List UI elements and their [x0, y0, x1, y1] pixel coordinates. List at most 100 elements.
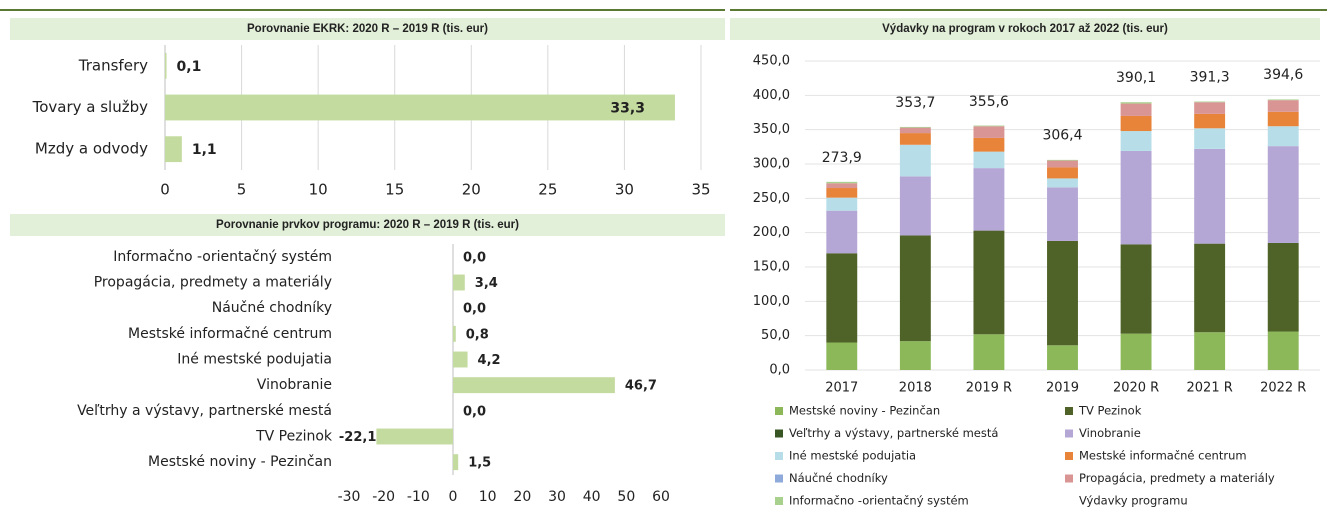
- bar-segment: [1120, 244, 1152, 334]
- legend-label: Propagácia, predmety a materiály: [1079, 471, 1275, 485]
- x-tick-label: 40: [583, 489, 601, 505]
- total-label: 390,1: [1116, 70, 1156, 86]
- value-label: 3,4: [475, 276, 498, 291]
- x-tick-label: -30: [338, 489, 361, 505]
- bar-segment: [973, 168, 1005, 231]
- x-tick-label: 5: [237, 181, 247, 199]
- x-tick-label: -20: [372, 489, 395, 505]
- total-label: 306,4: [1042, 128, 1082, 144]
- bar-segment: [826, 210, 858, 254]
- bar-segment: [1194, 102, 1226, 114]
- bar-segment: [826, 183, 858, 189]
- bar-segment: [826, 188, 858, 198]
- bar-segment: [899, 341, 931, 370]
- chart-title: Výdavky na program v rokoch 2017 až 2022…: [882, 23, 1168, 35]
- category-label: Tovary a služby: [32, 98, 149, 116]
- bar-segment: [1267, 242, 1299, 332]
- value-label: 46,7: [625, 379, 657, 394]
- legend-label: Vinobranie: [1079, 426, 1141, 440]
- total-label: 355,6: [969, 94, 1009, 110]
- value-label: 0,8: [466, 327, 489, 342]
- bar: [376, 428, 453, 445]
- bar-segment: [1120, 150, 1152, 245]
- y-tick-label: 250,0: [753, 191, 790, 206]
- x-tick-label: 2020 R: [1113, 381, 1159, 396]
- bar-segment: [899, 127, 931, 134]
- x-tick-label: 2017: [825, 381, 858, 396]
- legend-swatch: [1065, 452, 1073, 460]
- bar-segment: [1194, 128, 1226, 149]
- x-tick-label: 2019 R: [966, 381, 1012, 396]
- bar-segment: [1120, 102, 1152, 104]
- x-tick-label: 25: [538, 181, 557, 199]
- x-tick-label: -10: [407, 489, 430, 505]
- value-label: 1,5: [468, 456, 491, 471]
- bar-segment: [1047, 160, 1078, 168]
- value-label: 1,1: [192, 142, 217, 158]
- category-label: Mestské informačné centrum: [128, 326, 332, 342]
- panel-header: [10, 214, 725, 236]
- value-label: 0,0: [463, 302, 486, 317]
- y-tick-label: 150,0: [753, 260, 790, 275]
- value-label: 0,0: [463, 404, 486, 419]
- bar: [453, 274, 465, 291]
- x-tick-label: 20: [513, 489, 531, 505]
- bar-segment: [1047, 178, 1078, 188]
- bar-segment: [973, 125, 1005, 127]
- bar: [165, 52, 167, 79]
- bar: [165, 94, 675, 121]
- bar-segment: [899, 176, 931, 236]
- bar-segment: [1194, 148, 1226, 244]
- x-tick-label: 20: [462, 181, 481, 199]
- total-label: 394,6: [1263, 67, 1303, 83]
- bar: [165, 136, 182, 163]
- legend-swatch: [1065, 474, 1073, 483]
- y-tick-label: 450,0: [753, 54, 790, 69]
- bar-segment: [899, 235, 931, 342]
- bar-segment: [1267, 100, 1299, 112]
- category-label: Informačno -orientačný systém: [113, 249, 332, 265]
- bar-segment: [1267, 99, 1299, 101]
- bar-segment: [973, 151, 1005, 169]
- x-tick-label: 0: [449, 489, 458, 505]
- legend-swatch: [1065, 407, 1073, 415]
- bar-segment: [1120, 103, 1152, 116]
- legend-label: Mestské informačné centrum: [1079, 449, 1247, 463]
- bar-segment: [826, 197, 858, 211]
- bar-segment: [1267, 331, 1299, 370]
- y-tick-label: 200,0: [753, 225, 790, 240]
- bar-segment: [1047, 345, 1078, 370]
- bar-segment: [973, 126, 1005, 138]
- bar-segment: [899, 126, 931, 128]
- legend-label: Mestské noviny - Pezinčan: [789, 404, 940, 418]
- legend-swatch: [775, 497, 783, 505]
- x-tick-label: 10: [479, 489, 497, 505]
- y-tick-label: 0,0: [769, 363, 790, 378]
- bar-segment: [1120, 115, 1152, 132]
- x-tick-label: 60: [652, 489, 670, 505]
- bar-segment: [1267, 126, 1299, 147]
- bar-segment: [899, 133, 931, 145]
- legend-swatch: [775, 452, 783, 460]
- legend-label: TV Pezinok: [1078, 404, 1142, 418]
- bar: [453, 454, 459, 471]
- category-label: Propagácia, predmety a materiály: [94, 275, 332, 291]
- chart-title: Porovnanie prvkov programu: 2020 R – 201…: [216, 219, 519, 231]
- bar-segment: [1047, 167, 1078, 179]
- x-tick-label: 2022 R: [1260, 381, 1306, 396]
- bar-segment: [1047, 187, 1078, 241]
- value-label: 4,2: [478, 353, 501, 368]
- category-label: TV Pezinok: [255, 429, 333, 445]
- y-tick-label: 400,0: [753, 88, 790, 103]
- bar-segment: [899, 144, 931, 177]
- bar: [453, 377, 615, 394]
- y-tick-label: 350,0: [753, 122, 790, 137]
- bar-segment: [826, 253, 858, 343]
- total-label: 353,7: [895, 95, 935, 111]
- legend-label: Informačno -orientačný systém: [789, 494, 969, 508]
- bar-segment: [826, 181, 858, 184]
- x-tick-label: 2018: [899, 381, 932, 396]
- legend-swatch: [1065, 429, 1073, 438]
- legend-label: Iné mestské podujatia: [789, 449, 916, 463]
- x-tick-label: 2021 R: [1187, 381, 1233, 396]
